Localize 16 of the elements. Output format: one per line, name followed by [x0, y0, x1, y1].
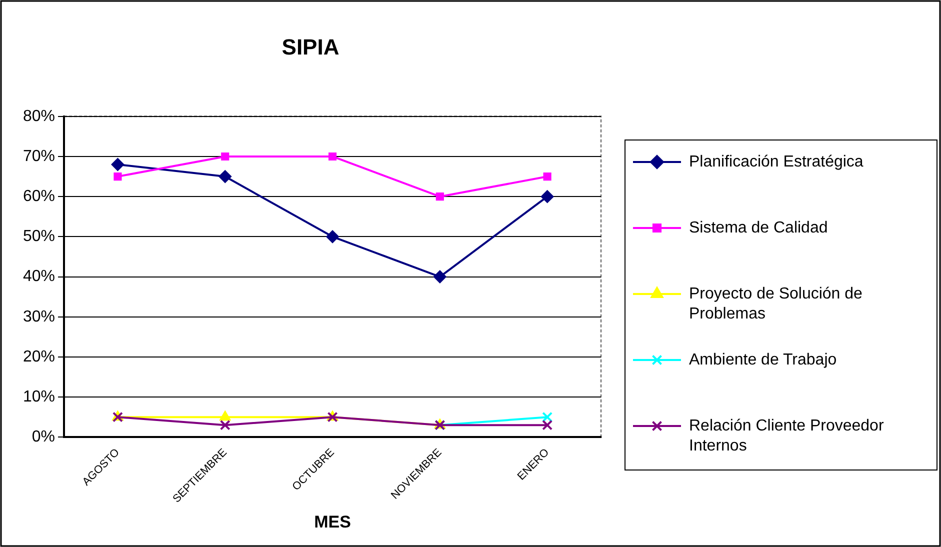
y-tick-label: 60% — [22, 188, 56, 205]
chart-title: SIPIA — [282, 34, 340, 60]
y-tick-label: 30% — [22, 308, 56, 326]
legend-label: Ambiente de Trabajo — [689, 351, 837, 368]
legend-label: Sistema de Calidad — [689, 219, 828, 236]
legend-label: Relación Cliente Proveedor Internos — [689, 417, 884, 454]
y-tick-label: 50% — [22, 228, 56, 246]
x-axis-title: MES — [314, 512, 351, 532]
y-tick-label: 10% — [22, 388, 56, 406]
y-tick-label: 70% — [22, 148, 56, 165]
legend-label: Planificación Estratégica — [689, 153, 864, 170]
y-tick-label: 40% — [22, 268, 56, 286]
y-tick-label: 80% — [22, 108, 56, 125]
y-tick-label: 20% — [22, 348, 56, 366]
legend-label: Proyecto de Solución de Problemas — [689, 285, 863, 322]
y-tick-label: 0% — [32, 428, 56, 446]
